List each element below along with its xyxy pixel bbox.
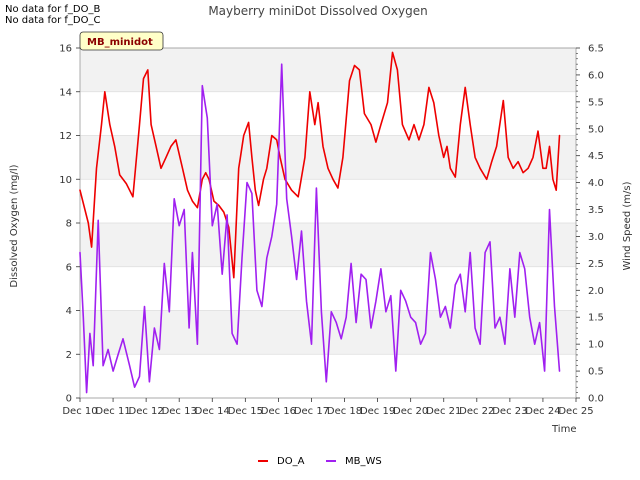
- x-tick-label: Dec 11: [95, 406, 130, 417]
- series-line-mb-ws: [79, 63, 561, 394]
- y-tick-label-left: 4: [66, 306, 72, 317]
- x-tick-label: Dec 21: [426, 406, 461, 417]
- grid-band: [80, 223, 576, 267]
- y-axis-label-right: Wind Speed (m/s): [622, 181, 633, 270]
- x-tick-label: Dec 12: [129, 406, 164, 417]
- no-data-note-2: No data for f_DO_C: [5, 15, 101, 26]
- y-tick-label-left: 8: [66, 219, 72, 230]
- y-tick-label-right: 2.0: [588, 286, 604, 297]
- y-axis-label-left: Dissolved Oxygen (mg/l): [9, 164, 20, 287]
- site-tag: MB_minidot: [87, 37, 153, 48]
- y-tick-label-right: 5.0: [588, 124, 604, 135]
- x-tick-label: Dec 25: [558, 406, 593, 417]
- grid-band: [80, 48, 576, 92]
- y-tick-label-right: 4.5: [588, 151, 604, 162]
- no-data-note-1: No data for f_DO_B: [5, 4, 101, 15]
- y-tick-label-left: 12: [59, 131, 72, 142]
- y-tick-label-right: 6.5: [588, 44, 604, 55]
- series-group: [79, 51, 561, 394]
- site-tag-box: [79, 31, 164, 51]
- x-tick-label: Dec 15: [228, 406, 263, 417]
- grid-lines: [80, 47, 576, 399]
- x-tick-label: Dec 13: [162, 406, 197, 417]
- y-tick-label-left: 14: [59, 87, 72, 98]
- x-axis-label: Time: [551, 424, 576, 435]
- y-tick-label-right: 1.5: [588, 313, 604, 324]
- x-tick-label: Dec 20: [393, 406, 428, 417]
- x-tick-label: Dec 10: [62, 406, 97, 417]
- legend-label-do-a: DO_A: [277, 456, 305, 467]
- y-tick-label-right: 3.5: [588, 205, 604, 216]
- x-tick-label: Dec 14: [195, 406, 230, 417]
- x-tick-label: Dec 17: [294, 406, 329, 417]
- y-tick-label-right: 5.5: [588, 97, 604, 108]
- x-tick-label: Dec 19: [360, 406, 395, 417]
- grid-bands: [80, 48, 576, 355]
- y-tick-label-right: 6.0: [588, 70, 604, 81]
- y-tick-label-right: 3.0: [588, 232, 604, 243]
- x-tick-label: Dec 18: [327, 406, 362, 417]
- axes-group: 0 2 4 6 8 10 12 14 16 0.0 0.5 1.0 1.5 2.0 2.5 3.0 3.5 4.0…: [59, 44, 604, 418]
- legend-label-mb-ws: MB_WS: [345, 456, 382, 467]
- chart-title: Mayberry miniDot Dissolved Oxygen: [208, 4, 427, 18]
- y-tick-label-left: 2: [66, 350, 72, 361]
- y-tick-label-left: 0: [66, 394, 72, 405]
- y-tick-label-right: 4.0: [588, 178, 604, 189]
- legend: DO_A MB_WS: [258, 456, 382, 467]
- y-tick-label-right: 2.5: [588, 259, 604, 270]
- y-tick-label-left: 6: [66, 262, 72, 273]
- y-tick-label-right: 0.5: [588, 367, 604, 378]
- x-tick-label: Dec 16: [261, 406, 296, 417]
- x-tick-label: Dec 22: [459, 406, 494, 417]
- y-tick-label-right: 0.0: [588, 394, 604, 405]
- x-tick-label: Dec 24: [525, 406, 560, 417]
- y-tick-label-left: 16: [59, 44, 72, 55]
- x-tick-label: Dec 23: [492, 406, 527, 417]
- y-tick-label-left: 10: [59, 175, 72, 186]
- series-line-do-a: [79, 51, 561, 279]
- y-tick-label-right: 1.0: [588, 340, 604, 351]
